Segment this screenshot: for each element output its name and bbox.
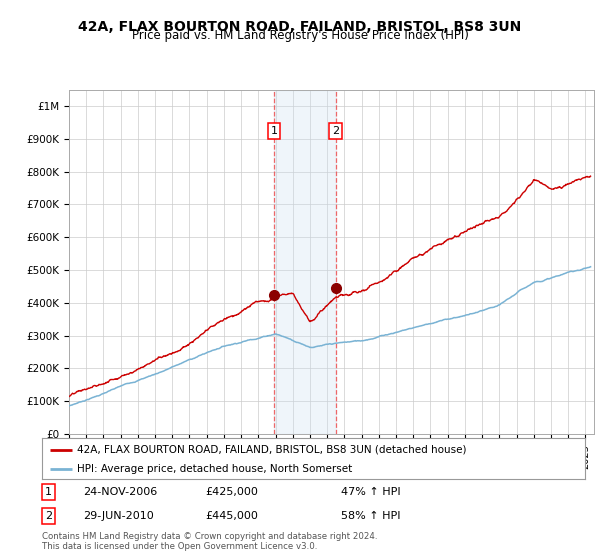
Text: £445,000: £445,000: [205, 511, 258, 521]
Text: 1: 1: [271, 126, 277, 136]
Text: 29-JUN-2010: 29-JUN-2010: [83, 511, 154, 521]
Text: 58% ↑ HPI: 58% ↑ HPI: [341, 511, 400, 521]
Text: 42A, FLAX BOURTON ROAD, FAILAND, BRISTOL, BS8 3UN: 42A, FLAX BOURTON ROAD, FAILAND, BRISTOL…: [79, 20, 521, 34]
Text: £425,000: £425,000: [205, 487, 258, 497]
Bar: [274, 90, 336, 434]
Text: 42A, FLAX BOURTON ROAD, FAILAND, BRISTOL, BS8 3UN (detached house): 42A, FLAX BOURTON ROAD, FAILAND, BRISTOL…: [77, 445, 467, 455]
Text: HPI: Average price, detached house, North Somerset: HPI: Average price, detached house, Nort…: [77, 464, 353, 474]
Text: 2: 2: [45, 511, 52, 521]
Text: This data is licensed under the Open Government Licence v3.0.: This data is licensed under the Open Gov…: [42, 542, 317, 551]
Text: Price paid vs. HM Land Registry's House Price Index (HPI): Price paid vs. HM Land Registry's House …: [131, 29, 469, 42]
Text: 2: 2: [332, 126, 340, 136]
Text: 47% ↑ HPI: 47% ↑ HPI: [341, 487, 400, 497]
Text: 24-NOV-2006: 24-NOV-2006: [83, 487, 157, 497]
Text: 1: 1: [45, 487, 52, 497]
Text: Contains HM Land Registry data © Crown copyright and database right 2024.: Contains HM Land Registry data © Crown c…: [42, 532, 377, 541]
